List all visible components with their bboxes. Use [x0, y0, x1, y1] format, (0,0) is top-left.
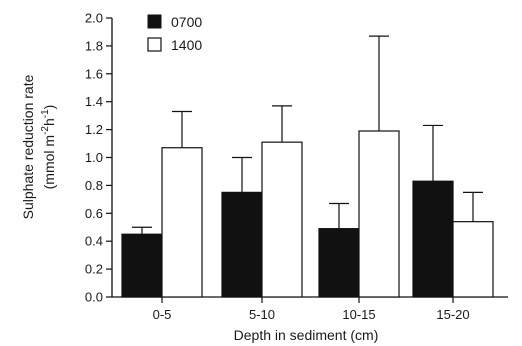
bar-1400-0-5 [161, 147, 203, 298]
bar-0700-15-20 [412, 180, 454, 298]
y-unit-h-exp: -1 [40, 109, 51, 118]
y-ticks: 0.0 0.2 0.4 0.6 0.8 1.0 1.2 1.4 1.6 1.8 2.0 [85, 11, 112, 305]
legend-swatch-0700 [147, 14, 162, 29]
bar-1400-10-15 [358, 130, 400, 298]
error-bar-0700-15-20 [423, 124, 443, 182]
error-bar-0700-10-15 [329, 202, 349, 229]
x-ticks: 0-5 5-10 10-15 15-20 [153, 297, 470, 322]
error-bar-0700-5-10 [232, 156, 252, 193]
bar-1400-5-10 [261, 141, 303, 298]
y-unit-h: h [41, 118, 57, 126]
y-axis-title: Sulphate reduction rate [20, 74, 36, 219]
y-unit-m-exp: -2 [40, 126, 51, 135]
x-tick-label: 5-10 [249, 307, 275, 322]
y-tick-label: 0.8 [85, 178, 103, 193]
legend: 0700 1400 [147, 14, 202, 53]
error-bars [132, 35, 483, 235]
legend-swatch-1400 [147, 37, 162, 52]
y-tick-label: 1.2 [85, 122, 103, 137]
error-bar-1400-15-20 [463, 191, 483, 222]
y-axis-unit: (mmol m-2h-1) [40, 105, 57, 190]
x-tick-label: 15-20 [436, 307, 469, 322]
y-unit-close: ) [41, 105, 57, 110]
x-tick-label: 10-15 [342, 307, 375, 322]
y-tick-label: 0.0 [85, 290, 103, 305]
error-bar-1400-5-10 [272, 105, 292, 143]
legend-label-0700: 0700 [171, 14, 202, 30]
y-tick-label: 1.4 [85, 94, 103, 109]
y-tick-label: 1.8 [85, 38, 103, 53]
bar-0700-10-15 [318, 228, 360, 298]
x-axis-title: Depth in sediment (cm) [234, 327, 379, 343]
bar-0700-5-10 [221, 191, 263, 298]
bars [121, 130, 494, 298]
error-bar-1400-0-5 [172, 110, 192, 148]
bar-1400-15-20 [452, 221, 494, 298]
x-tick-label: 0-5 [153, 307, 172, 322]
error-bar-0700-0-5 [132, 226, 152, 235]
bar-0700-0-5 [121, 233, 163, 298]
y-unit-open: (mmol m [41, 135, 57, 189]
y-tick-label: 1.0 [85, 150, 103, 165]
legend-label-1400: 1400 [171, 37, 202, 53]
y-tick-label: 0.2 [85, 262, 103, 277]
error-bar-1400-10-15 [369, 35, 389, 131]
y-tick-label: 1.6 [85, 66, 103, 81]
y-axis-label: Sulphate reduction rate [20, 74, 36, 219]
y-tick-label: 0.4 [85, 234, 103, 249]
y-tick-label: 0.6 [85, 206, 103, 221]
svg-text:(mmol m-2h-1): (mmol m-2h-1) [40, 105, 57, 190]
y-tick-label: 2.0 [85, 11, 103, 26]
